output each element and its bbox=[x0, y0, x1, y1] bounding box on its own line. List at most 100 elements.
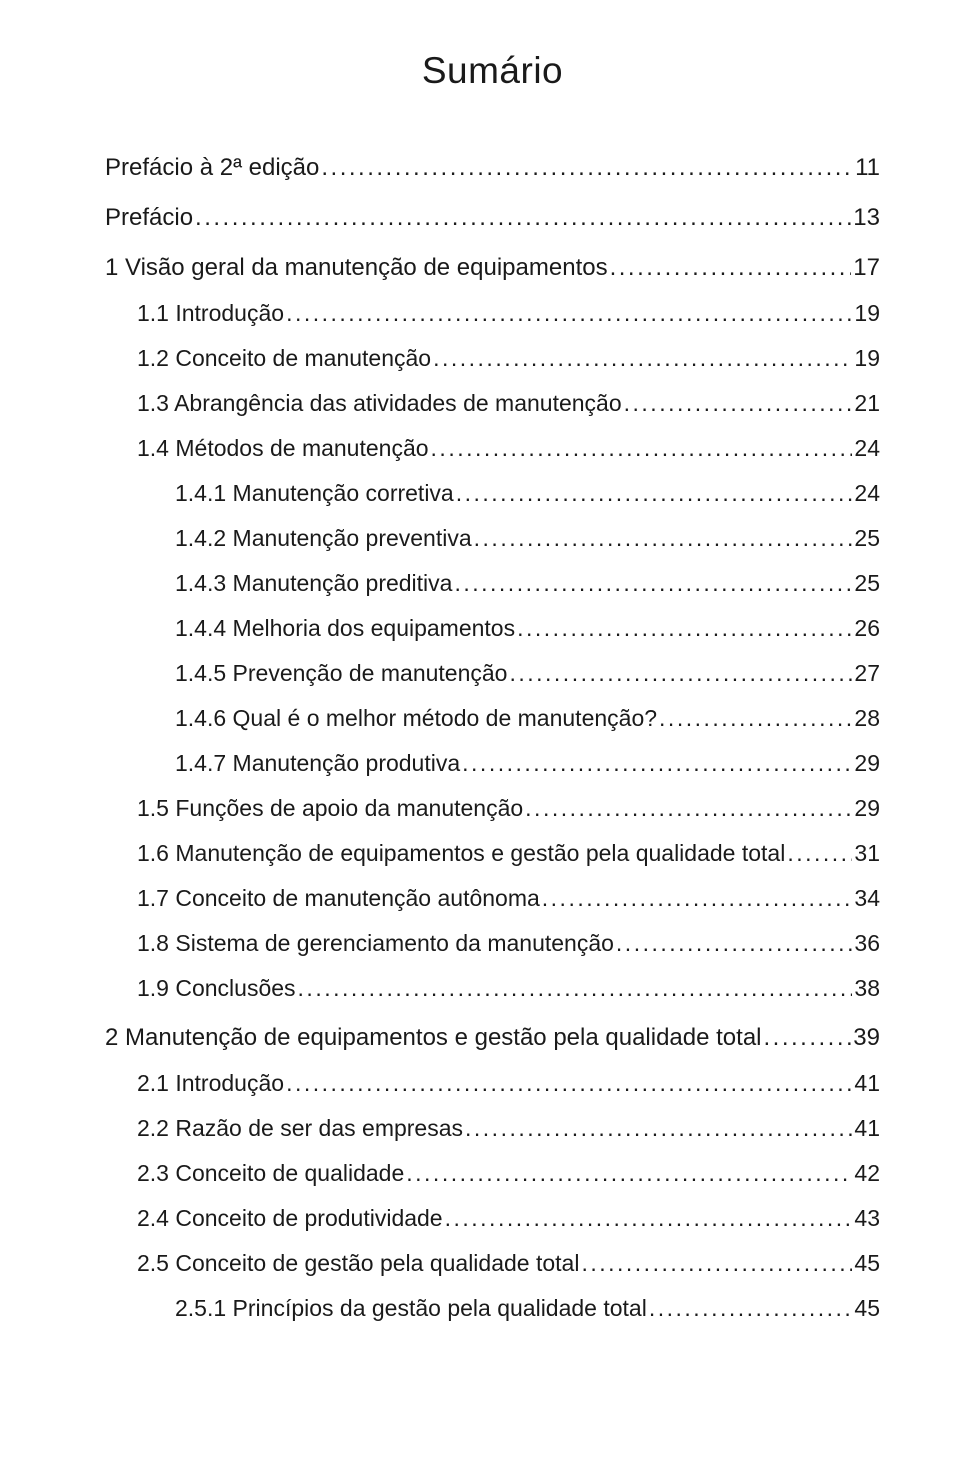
toc-entry-page: 39 bbox=[853, 1024, 880, 1052]
toc-entry-page: 26 bbox=[854, 615, 880, 642]
toc-leader-dots bbox=[298, 975, 853, 1002]
toc-entry-label: 1.4.2 Manutenção preventiva bbox=[175, 525, 472, 552]
toc-entry-label: 1.4.5 Prevenção de manutenção bbox=[175, 660, 507, 687]
toc-entry-page: 19 bbox=[854, 300, 880, 327]
toc-entry-label: 1.4.3 Manutenção preditiva bbox=[175, 570, 452, 597]
toc-entry-label: 1.4.1 Manutenção corretiva bbox=[175, 480, 454, 507]
toc-entry-label: 1.6 Manutenção de equipamentos e gestão … bbox=[137, 840, 785, 867]
toc-entry-label: 1.7 Conceito de manutenção autônoma bbox=[137, 885, 540, 912]
table-of-contents: Prefácio à 2ª edição 11 Prefácio 13 1 Visão … bbox=[105, 154, 880, 1322]
toc-entry-label: 1.8 Sistema de gerenciamento da manutenç… bbox=[137, 930, 614, 957]
toc-entry: 2.5.1 Princípios da gestão pela qualidad… bbox=[105, 1295, 880, 1322]
toc-entry-label: 1.4.7 Manutenção produtiva bbox=[175, 750, 460, 777]
toc-entry-page: 34 bbox=[854, 885, 880, 912]
toc-entry: 1 Visão geral da manutenção de equipamen… bbox=[105, 254, 880, 282]
toc-entry: 1.6 Manutenção de equipamentos e gestão … bbox=[105, 840, 880, 867]
toc-entry-label: 1.4.4 Melhoria dos equipamentos bbox=[175, 615, 515, 642]
toc-leader-dots bbox=[433, 345, 852, 372]
toc-entry-label: 2.4 Conceito de produtividade bbox=[137, 1205, 443, 1232]
toc-entry: 1.1 Introdução 19 bbox=[105, 300, 880, 327]
toc-entry: 2.5 Conceito de gestão pela qualidade to… bbox=[105, 1250, 880, 1277]
toc-entry: 2.1 Introdução 41 bbox=[105, 1070, 880, 1097]
toc-entry: 1.4.6 Qual é o melhor método de manutenç… bbox=[105, 705, 880, 732]
toc-entry-label: 1.4.6 Qual é o melhor método de manutenç… bbox=[175, 705, 657, 732]
toc-entry: 1.4.5 Prevenção de manutenção 27 bbox=[105, 660, 880, 687]
toc-leader-dots bbox=[659, 705, 852, 732]
toc-entry-page: 41 bbox=[854, 1115, 880, 1142]
toc-entry: 2.4 Conceito de produtividade 43 bbox=[105, 1205, 880, 1232]
toc-entry-label: 1.1 Introdução bbox=[137, 300, 284, 327]
toc-entry-page: 29 bbox=[854, 750, 880, 777]
toc-entry-label: Prefácio bbox=[105, 204, 193, 232]
toc-leader-dots bbox=[456, 480, 853, 507]
toc-entry: 1.4.1 Manutenção corretiva 24 bbox=[105, 480, 880, 507]
toc-entry-page: 11 bbox=[855, 154, 880, 182]
toc-entry: 1.4 Métodos de manutenção 24 bbox=[105, 435, 880, 462]
toc-entry-label: 2.3 Conceito de qualidade bbox=[137, 1160, 404, 1187]
toc-entry: Prefácio à 2ª edição 11 bbox=[105, 154, 880, 182]
toc-entry-page: 17 bbox=[853, 254, 880, 282]
toc-entry-label: 1.5 Funções de apoio da manutenção bbox=[137, 795, 523, 822]
toc-leader-dots bbox=[649, 1295, 853, 1322]
toc-leader-dots bbox=[462, 750, 852, 777]
toc-leader-dots bbox=[610, 254, 852, 282]
toc-entry-page: 43 bbox=[854, 1205, 880, 1232]
toc-leader-dots bbox=[195, 204, 851, 232]
toc-entry-page: 28 bbox=[854, 705, 880, 732]
toc-entry-page: 27 bbox=[854, 660, 880, 687]
toc-entry-page: 45 bbox=[854, 1295, 880, 1322]
toc-entry-page: 24 bbox=[854, 480, 880, 507]
toc-entry-label: 2.2 Razão de ser das empresas bbox=[137, 1115, 463, 1142]
toc-entry-page: 31 bbox=[854, 840, 880, 867]
toc-entry-label: 1 Visão geral da manutenção de equipamen… bbox=[105, 254, 608, 282]
toc-entry-page: 24 bbox=[854, 435, 880, 462]
toc-leader-dots bbox=[509, 660, 852, 687]
toc-entry-label: 2.1 Introdução bbox=[137, 1070, 284, 1097]
toc-leader-dots bbox=[286, 300, 852, 327]
toc-entry-page: 25 bbox=[854, 570, 880, 597]
toc-entry-page: 38 bbox=[854, 975, 880, 1002]
toc-entry: 1.9 Conclusões 38 bbox=[105, 975, 880, 1002]
toc-entry: 2.3 Conceito de qualidade 42 bbox=[105, 1160, 880, 1187]
toc-leader-dots bbox=[406, 1160, 852, 1187]
toc-entry: 2.2 Razão de ser das empresas 41 bbox=[105, 1115, 880, 1142]
toc-entry: 1.4.4 Melhoria dos equipamentos 26 bbox=[105, 615, 880, 642]
toc-entry-label: 2.5 Conceito de gestão pela qualidade to… bbox=[137, 1250, 579, 1277]
toc-leader-dots bbox=[764, 1024, 852, 1052]
toc-leader-dots bbox=[581, 1250, 852, 1277]
toc-entry: 1.4.2 Manutenção preventiva 25 bbox=[105, 525, 880, 552]
toc-entry-page: 29 bbox=[854, 795, 880, 822]
toc-entry-page: 45 bbox=[854, 1250, 880, 1277]
toc-leader-dots bbox=[616, 930, 852, 957]
toc-entry-label: 1.4 Métodos de manutenção bbox=[137, 435, 429, 462]
toc-entry-label: 2.5.1 Princípios da gestão pela qualidad… bbox=[175, 1295, 647, 1322]
page-title: Sumário bbox=[105, 50, 880, 92]
toc-leader-dots bbox=[321, 154, 853, 182]
toc-entry-page: 21 bbox=[854, 390, 880, 417]
toc-entry: 1.7 Conceito de manutenção autônoma 34 bbox=[105, 885, 880, 912]
toc-leader-dots bbox=[465, 1115, 852, 1142]
toc-entry: 1.3 Abrangência das atividades de manute… bbox=[105, 390, 880, 417]
toc-entry-label: 1.3 Abrangência das atividades de manute… bbox=[137, 390, 622, 417]
toc-leader-dots bbox=[525, 795, 852, 822]
toc-entry: Prefácio 13 bbox=[105, 204, 880, 232]
toc-leader-dots bbox=[431, 435, 853, 462]
toc-leader-dots bbox=[286, 1070, 852, 1097]
toc-entry-label: 1.2 Conceito de manutenção bbox=[137, 345, 431, 372]
toc-entry: 1.5 Funções de apoio da manutenção 29 bbox=[105, 795, 880, 822]
toc-leader-dots bbox=[445, 1205, 853, 1232]
toc-leader-dots bbox=[624, 390, 853, 417]
toc-entry-page: 41 bbox=[854, 1070, 880, 1097]
toc-leader-dots bbox=[474, 525, 853, 552]
toc-entry-label: Prefácio à 2ª edição bbox=[105, 154, 319, 182]
toc-entry-label: 1.9 Conclusões bbox=[137, 975, 296, 1002]
toc-entry-page: 25 bbox=[854, 525, 880, 552]
toc-entry-page: 13 bbox=[853, 204, 880, 232]
toc-entry: 1.4.7 Manutenção produtiva 29 bbox=[105, 750, 880, 777]
toc-entry: 1.2 Conceito de manutenção19 bbox=[105, 345, 880, 372]
toc-leader-dots bbox=[454, 570, 852, 597]
toc-entry-page: 36 bbox=[854, 930, 880, 957]
toc-entry-page: 42 bbox=[854, 1160, 880, 1187]
toc-entry: 2 Manutenção de equipamentos e gestão pe… bbox=[105, 1024, 880, 1052]
toc-entry: 1.4.3 Manutenção preditiva 25 bbox=[105, 570, 880, 597]
